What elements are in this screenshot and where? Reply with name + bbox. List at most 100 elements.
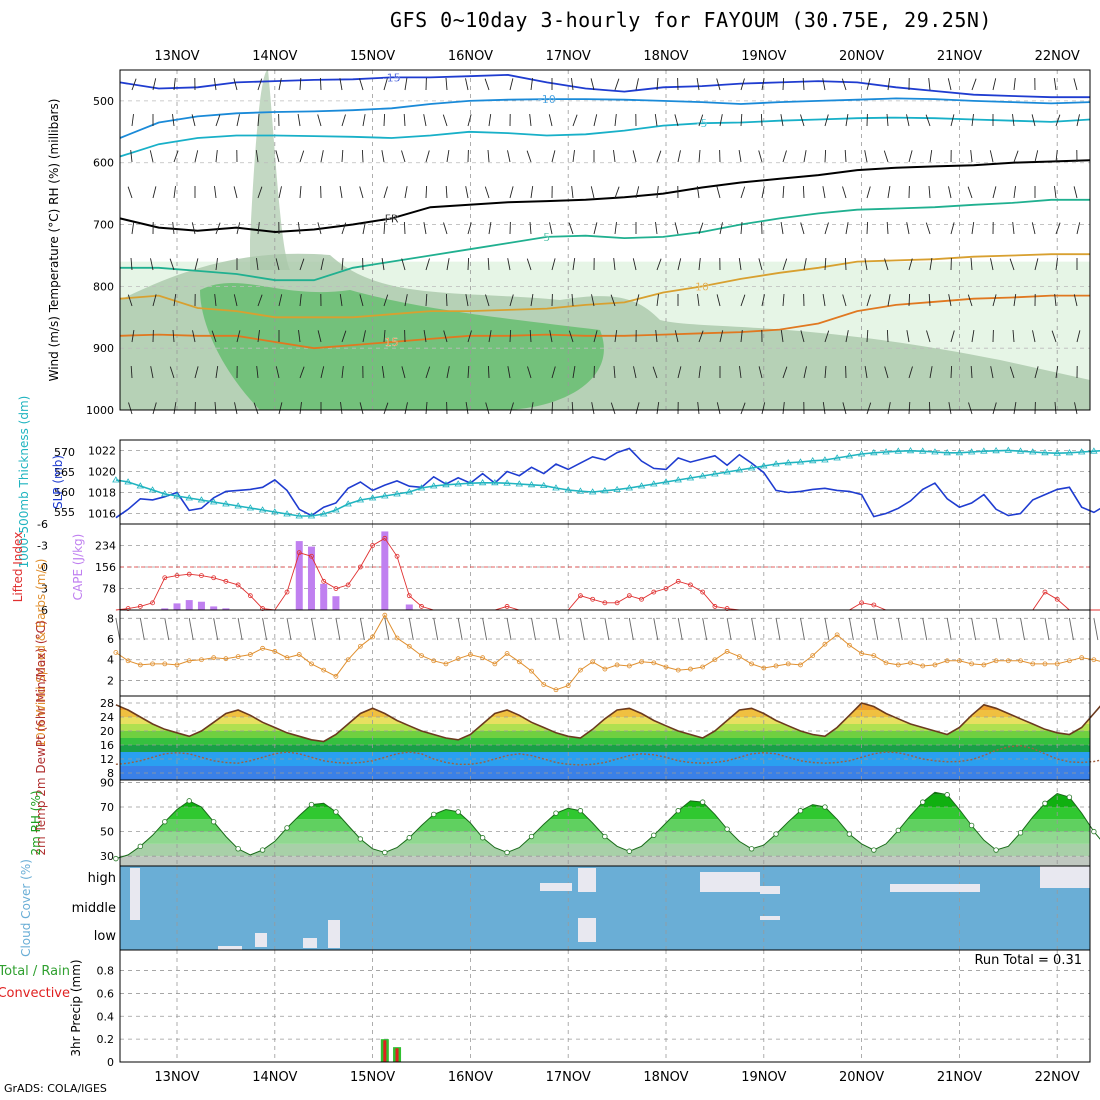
rh-marker bbox=[724, 826, 730, 832]
thickness-marker bbox=[588, 488, 597, 495]
rh-marker bbox=[846, 831, 853, 837]
wind-barb bbox=[1073, 186, 1078, 199]
wind-barb bbox=[213, 617, 219, 641]
wind-barb bbox=[257, 294, 263, 307]
wind-barb bbox=[530, 186, 534, 199]
wind-barb bbox=[928, 293, 931, 307]
wind-barb bbox=[485, 402, 490, 415]
y-tick-label: 20 bbox=[100, 725, 114, 738]
li-marker bbox=[871, 602, 877, 608]
isotherm-label: 10 bbox=[695, 280, 709, 293]
wind-barb bbox=[1076, 222, 1081, 235]
wind-barb bbox=[131, 330, 135, 343]
temp-band bbox=[120, 738, 1090, 745]
li-marker bbox=[296, 550, 302, 556]
wind-barb bbox=[886, 221, 889, 235]
thickness-marker bbox=[992, 447, 1000, 454]
wind-barb bbox=[362, 222, 366, 235]
speed-marker bbox=[345, 657, 351, 663]
rh-band bbox=[120, 856, 1090, 866]
wind-barb bbox=[802, 77, 805, 91]
thickness-marker bbox=[148, 486, 157, 493]
panel-frame bbox=[119, 609, 1091, 697]
series-line-lifted-index bbox=[115, 537, 1100, 611]
wind-barb bbox=[1013, 186, 1016, 199]
thickness-marker bbox=[515, 480, 524, 487]
wind-barb bbox=[404, 402, 408, 415]
wind-barb bbox=[887, 294, 891, 307]
thickness-marker bbox=[197, 496, 206, 503]
y-tick-label: 12 bbox=[100, 753, 114, 766]
wind-barb bbox=[169, 366, 175, 379]
wind-barb bbox=[215, 114, 221, 127]
wind-barb bbox=[299, 185, 302, 199]
wind-barb bbox=[632, 258, 637, 271]
wind-barb bbox=[782, 150, 787, 163]
wind-barb bbox=[995, 617, 1001, 641]
thickness-marker bbox=[601, 487, 609, 494]
wind-barb bbox=[967, 186, 973, 199]
speed-marker bbox=[309, 661, 314, 667]
wind-barb bbox=[320, 258, 324, 271]
x-tick-label-top: 13NOV bbox=[154, 49, 199, 64]
wind-barb bbox=[702, 617, 708, 641]
x-tick-label-top: 22NOV bbox=[1035, 49, 1080, 64]
wind-barb bbox=[635, 78, 639, 91]
wind-barb bbox=[971, 330, 975, 343]
wind-barb bbox=[761, 186, 765, 199]
thickness-marker bbox=[1041, 449, 1049, 456]
speed-marker bbox=[1030, 661, 1036, 667]
rh-marker bbox=[162, 819, 168, 825]
wind-barb bbox=[465, 186, 469, 199]
wind-barb bbox=[236, 330, 241, 343]
wind-barb bbox=[507, 258, 511, 271]
wind-barb bbox=[319, 77, 322, 91]
wind-barb bbox=[383, 186, 388, 199]
y-tick-label: 28 bbox=[100, 697, 114, 710]
wind-barb bbox=[194, 258, 199, 271]
thickness-marker bbox=[955, 449, 964, 456]
wind-barb bbox=[613, 150, 616, 163]
speed-marker bbox=[651, 660, 657, 666]
wind-barb bbox=[131, 78, 137, 91]
wind-barb bbox=[359, 78, 364, 91]
wind-barb bbox=[884, 258, 889, 271]
li-marker bbox=[700, 589, 706, 595]
rh-marker bbox=[822, 804, 828, 810]
wind-barb bbox=[590, 78, 595, 91]
wind-barb bbox=[1093, 617, 1099, 641]
temp-band bbox=[120, 699, 1090, 703]
thickness-marker bbox=[381, 492, 389, 499]
wind-barb bbox=[403, 113, 406, 127]
wind-barb bbox=[591, 294, 595, 307]
wind-barb bbox=[445, 185, 448, 199]
thickness-marker bbox=[943, 449, 951, 456]
speed-marker bbox=[993, 658, 999, 664]
wind-barb bbox=[696, 186, 700, 199]
thickness-marker bbox=[906, 447, 915, 454]
cloud-gap bbox=[700, 872, 760, 892]
wind-barb bbox=[1054, 401, 1057, 415]
wind-barb bbox=[571, 293, 574, 307]
rh-band bbox=[120, 794, 1090, 808]
rh-marker bbox=[333, 809, 339, 815]
wind-barb bbox=[906, 114, 910, 127]
li-marker bbox=[309, 553, 314, 559]
wind-barb bbox=[925, 222, 931, 235]
li-marker bbox=[394, 553, 400, 559]
cloud-gap bbox=[130, 868, 140, 920]
wind-barb bbox=[530, 402, 534, 415]
wind-barb bbox=[719, 222, 723, 235]
wind-barb bbox=[485, 294, 490, 307]
speed-marker bbox=[125, 658, 131, 664]
wind-barb bbox=[738, 258, 742, 271]
speed-marker bbox=[565, 683, 571, 689]
wind-barb bbox=[150, 366, 154, 379]
wind-barb bbox=[655, 330, 658, 343]
wind-barb bbox=[487, 257, 490, 271]
rh-marker bbox=[675, 808, 681, 814]
wind-barb bbox=[971, 78, 977, 91]
thickness-marker bbox=[173, 492, 181, 499]
wind-barb bbox=[780, 330, 784, 343]
speed-marker bbox=[504, 651, 510, 656]
